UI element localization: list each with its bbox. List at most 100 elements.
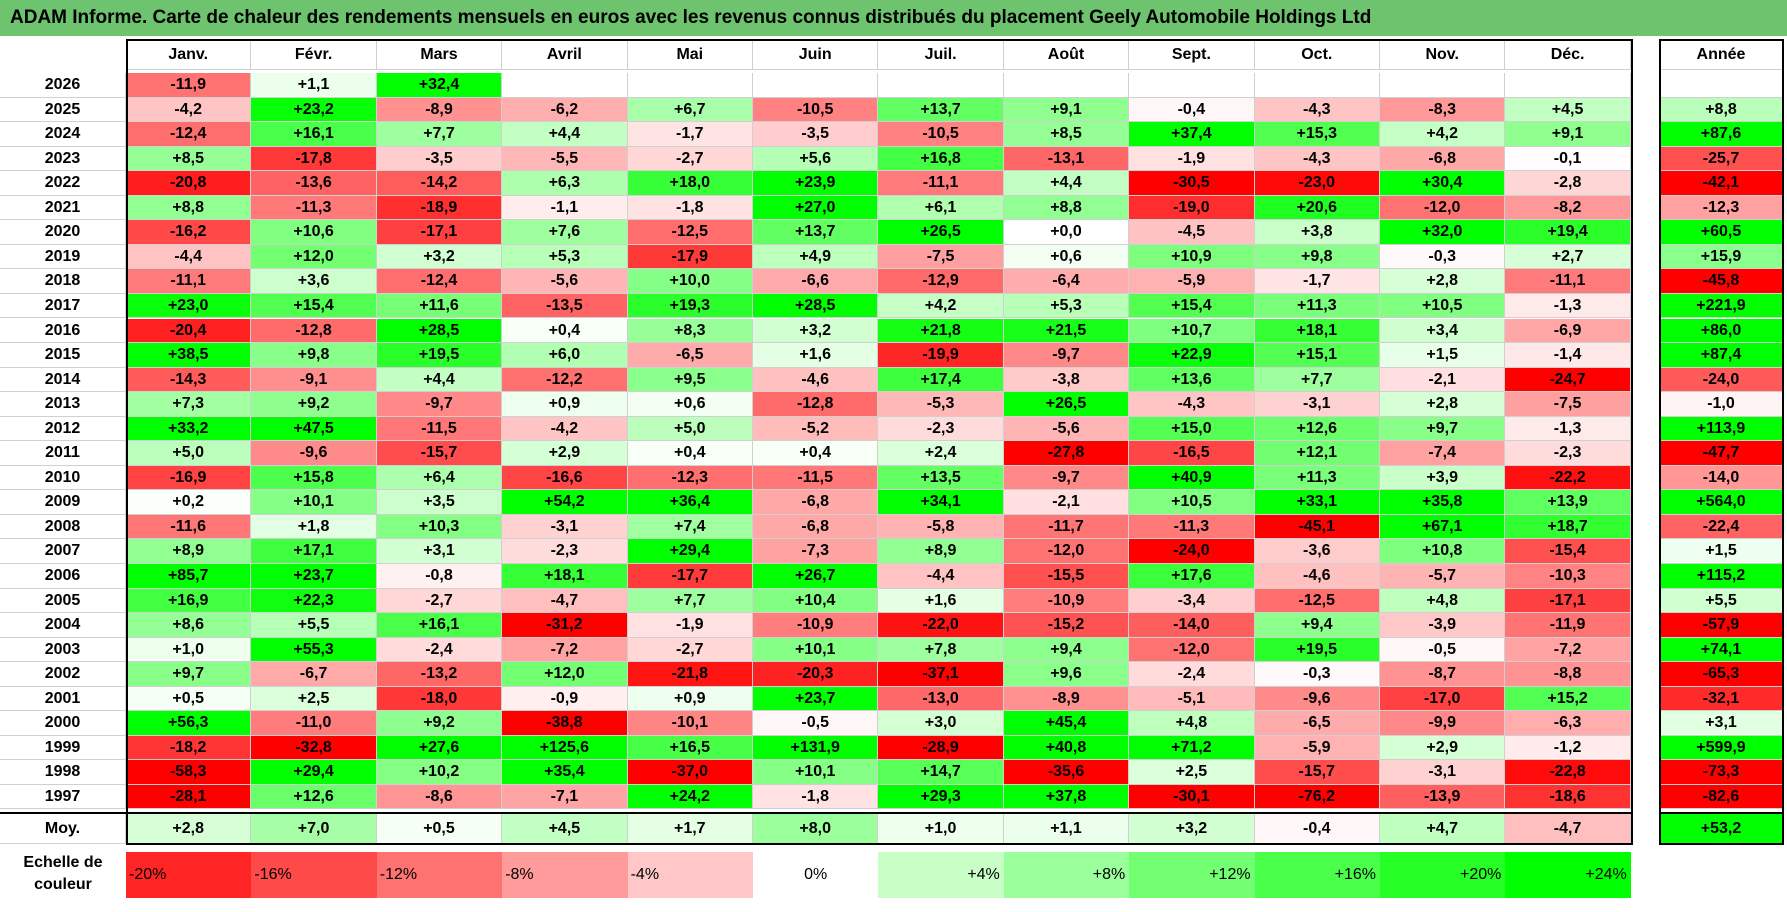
heatmap-cell: -4,3 (1129, 392, 1255, 417)
heatmap-cell: -4,7 (502, 588, 628, 614)
heatmap-cell (753, 73, 879, 98)
heatmap-cell: -30,1 (1129, 784, 1255, 810)
year-label: 2005 (0, 588, 126, 614)
heatmap-cell: -11,5 (753, 465, 879, 491)
heatmap-cell: -11,3 (251, 195, 377, 221)
heatmap-cell: -11,1 (126, 269, 252, 294)
year-total-cell: +86,0 (1660, 318, 1783, 344)
heatmap-cell: -2,1 (1380, 367, 1506, 393)
heatmap-cell: -2,4 (376, 637, 503, 663)
heatmap-cell: +4,4 (1003, 171, 1130, 196)
heatmap-cell: -2,7 (627, 146, 753, 172)
heatmap-cell: -1,7 (627, 122, 753, 147)
heatmap-cell: -0,3 (1254, 662, 1380, 687)
heatmap-cell: +3,0 (878, 711, 1004, 736)
heatmap-cell: +12,6 (251, 784, 377, 810)
heatmap-cell: +10,0 (627, 269, 753, 294)
report-title: ADAM Informe. Carte de chaleur des rende… (0, 0, 1787, 36)
heatmap-cell: -18,0 (376, 686, 503, 712)
year-label: 2021 (0, 195, 126, 221)
heatmap-cell: -15,4 (1505, 539, 1631, 564)
heatmap-cell: -0,8 (376, 564, 503, 589)
heatmap-cell: -2,3 (878, 416, 1004, 442)
heatmap-cell: -8,3 (1380, 97, 1506, 123)
heatmap-cell: -12,4 (376, 269, 503, 294)
heatmap-cell: -9,1 (251, 367, 377, 393)
heatmap-cell: +12,0 (251, 244, 377, 270)
average-cell: +8,0 (753, 813, 879, 844)
heatmap-cell: -4,5 (1129, 220, 1255, 245)
heatmap-cell: +6,7 (627, 97, 753, 123)
heatmap-cell: -10,1 (627, 711, 753, 736)
heatmap-cell: -2,1 (1003, 490, 1130, 515)
color-scale-swatch: -20% (126, 852, 252, 898)
average-total-cell: +53,2 (1660, 813, 1783, 844)
heatmap-cell: -1,8 (627, 195, 753, 221)
heatmap-cell: +10,7 (1129, 318, 1255, 344)
heatmap-cell: -12,3 (627, 465, 753, 491)
heatmap-cell: +13,6 (1129, 367, 1255, 393)
heatmap-cell: -10,9 (1003, 588, 1130, 614)
heatmap-cell: +17,6 (1129, 564, 1255, 589)
year-label: 2020 (0, 220, 126, 245)
heatmap-cell: -6,7 (251, 662, 377, 687)
year-total-cell: +3,1 (1660, 711, 1783, 736)
heatmap-cell: +12,0 (502, 662, 628, 687)
year-label: 2011 (0, 441, 126, 466)
heatmap-cell: +5,6 (753, 146, 879, 172)
heatmap-cell: +4,2 (1380, 122, 1506, 147)
heatmap-cell: +13,7 (878, 97, 1004, 123)
heatmap-cell: -15,7 (376, 441, 503, 466)
heatmap-cell: -5,2 (753, 416, 879, 442)
color-scale-label-line2: couleur (34, 876, 92, 893)
heatmap-cell: +4,9 (753, 244, 879, 270)
heatmap-cell: +1,5 (1380, 343, 1506, 368)
heatmap-cell: -76,2 (1254, 784, 1380, 810)
heatmap-cell: -10,3 (1505, 564, 1631, 589)
heatmap-cell: -5,6 (502, 269, 628, 294)
heatmap-cell: -12,9 (878, 269, 1004, 294)
heatmap-cell: -3,1 (1254, 392, 1380, 417)
heatmap-cell: -1,9 (1129, 146, 1255, 172)
average-cell: +1,1 (1003, 813, 1130, 844)
year-label: 1999 (0, 735, 126, 761)
year-total-cell: +1,5 (1660, 539, 1783, 564)
heatmap-cell: +45,4 (1003, 711, 1130, 736)
heatmap-cell: +33,1 (1254, 490, 1380, 515)
heatmap-cell: +47,5 (251, 416, 377, 442)
color-scale-swatch: -4% (627, 852, 753, 898)
heatmap-cell: -22,0 (878, 613, 1004, 638)
year-total-cell: +15,9 (1660, 244, 1783, 270)
heatmap-cell: +0,6 (627, 392, 753, 417)
heatmap-cell: -3,8 (1003, 367, 1130, 393)
heatmap-cell: -0,5 (753, 711, 879, 736)
heatmap-cell: -7,3 (753, 539, 879, 564)
heatmap-cell: +35,8 (1380, 490, 1506, 515)
heatmap-cell: +27,6 (376, 735, 503, 761)
heatmap-cell: +0,9 (627, 686, 753, 712)
heatmap-cell: +1,1 (251, 73, 377, 98)
heatmap-cell: +10,4 (753, 588, 879, 614)
heatmap-cell: -7,2 (1505, 637, 1631, 663)
heatmap-cell: -8,9 (1003, 686, 1130, 712)
heatmap-cell: -9,9 (1380, 711, 1506, 736)
heatmap-cell: -19,0 (1129, 195, 1255, 221)
heatmap-cell: +9,1 (1003, 97, 1130, 123)
average-cell: -4,7 (1505, 813, 1631, 844)
heatmap-cell: +16,9 (126, 588, 252, 614)
heatmap-cell: +18,0 (627, 171, 753, 196)
heatmap-cell: +29,4 (627, 539, 753, 564)
heatmap-cell: -6,5 (627, 343, 753, 368)
heatmap-cell: +2,8 (1380, 392, 1506, 417)
heatmap-cell: +7,7 (1254, 367, 1380, 393)
heatmap-cell: -6,3 (1505, 711, 1631, 736)
month-header: Déc. (1505, 40, 1631, 70)
heatmap-cell: -13,2 (376, 662, 503, 687)
average-cell: +2,8 (126, 813, 252, 844)
heatmap-cell: -7,2 (502, 637, 628, 663)
heatmap-cell: -7,5 (1505, 392, 1631, 417)
heatmap-cell: -15,2 (1003, 613, 1130, 638)
heatmap-cell: -5,1 (1129, 686, 1255, 712)
heatmap-cell: -6,5 (1254, 711, 1380, 736)
heatmap-cell: +30,4 (1380, 171, 1506, 196)
